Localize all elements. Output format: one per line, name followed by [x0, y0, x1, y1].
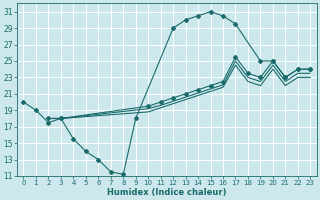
X-axis label: Humidex (Indice chaleur): Humidex (Indice chaleur) [107, 188, 227, 197]
